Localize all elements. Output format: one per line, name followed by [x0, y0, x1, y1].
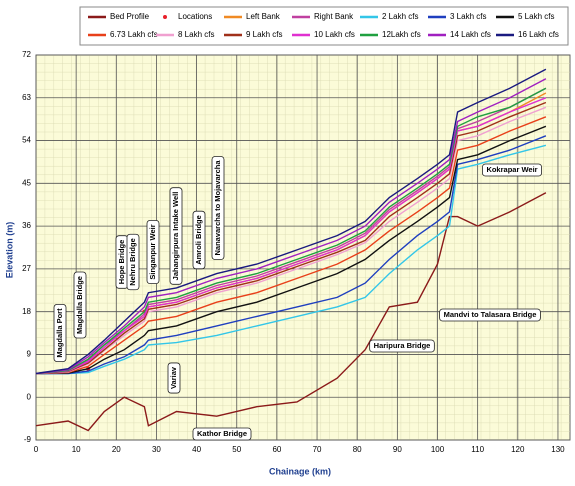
annotation-text: Nehru Bridge	[128, 238, 137, 286]
y-tick-label: -9	[24, 435, 32, 444]
annotation-box	[439, 308, 541, 322]
x-tick-label: 60	[272, 445, 281, 454]
legend-label: 12Lakh cfs	[382, 30, 421, 39]
x-tick-label: 20	[112, 445, 121, 454]
legend-label: 9 Lakh cfs	[246, 30, 282, 39]
annotation-text: Variav	[169, 366, 178, 389]
annotation: Singanpur Weir	[146, 219, 160, 285]
annotation-text: Kathor Bridge	[197, 429, 247, 438]
annotation: Jahangirpura Intake Well	[169, 187, 183, 285]
annotation-box	[192, 210, 206, 270]
annotation-text: Haripura Bridge	[374, 341, 431, 350]
y-tick-label: 0	[27, 392, 32, 401]
annotation-box	[167, 362, 181, 394]
series-line	[35, 87, 547, 375]
legend-label: 5 Lakh cfs	[518, 12, 554, 21]
series-line	[35, 125, 547, 375]
y-axis-label: Elevation (m)	[4, 222, 14, 279]
annotation: Magdalla Bridge	[73, 271, 87, 339]
series-line	[35, 192, 547, 432]
annotation: Kokrapar Weir	[482, 163, 542, 177]
legend-label: 14 Lakh cfs	[450, 30, 491, 39]
annotation-text: Kokrapar Weir	[486, 165, 537, 174]
annotation-box	[73, 271, 87, 339]
series-line	[35, 106, 547, 375]
annotation: Variav	[167, 362, 181, 394]
annotation-text: Nanavarcha to Mojavarcha	[213, 160, 222, 256]
annotation: Nehru Bridge	[126, 233, 140, 291]
y-tick-label: 72	[22, 50, 31, 59]
y-tick-label: 18	[22, 307, 31, 316]
series-line	[36, 144, 547, 375]
annotation: Haripura Bridge	[369, 339, 435, 353]
legend-swatch	[163, 15, 167, 19]
y-tick-label: 54	[22, 136, 31, 145]
x-tick-label: 120	[511, 445, 525, 454]
annotation-text: Mandvi to Talasara Bridge	[444, 310, 537, 319]
annotation-text: Amroli Bridge	[194, 215, 203, 265]
annotation-text: Singanpur Weir	[148, 224, 157, 279]
legend-label: Locations	[178, 12, 212, 21]
annotation: Amroli Bridge	[192, 210, 206, 270]
y-tick-label: 27	[22, 264, 31, 273]
x-tick-label: 40	[192, 445, 201, 454]
annotation-text: Magdalla Bridge	[75, 276, 84, 334]
series-line	[35, 97, 547, 375]
annotation-text: Magdalla Port	[55, 308, 64, 358]
legend-box	[79, 6, 569, 46]
legend-label: 10 Lakh cfs	[314, 30, 355, 39]
legend-label: 8 Lakh cfs	[178, 30, 214, 39]
x-tick-label: 0	[34, 445, 39, 454]
y-tick-label: 63	[22, 93, 31, 102]
annotation: Mandvi to Talasara Bridge	[439, 308, 541, 322]
series-line	[35, 68, 547, 375]
x-tick-label: 100	[431, 445, 445, 454]
y-tick-label: 9	[27, 350, 32, 359]
x-tick-label: 30	[152, 445, 161, 454]
annotation: Kathor Bridge	[192, 427, 252, 441]
x-axis-label: Chainage (km)	[269, 466, 331, 476]
annotation-box	[369, 339, 435, 353]
legend-label: Left Bank	[246, 12, 281, 21]
x-tick-label: 80	[353, 445, 362, 454]
annotation: Nanavarcha to Mojavarcha	[211, 156, 225, 260]
annotation-text: Hope Bridge	[117, 240, 126, 285]
annotation-box	[211, 156, 225, 260]
x-tick-label: 110	[471, 445, 484, 454]
legend-label: 2 Lakh cfs	[382, 12, 418, 21]
series-line	[35, 116, 547, 375]
legend-label: 3 Lakh cfs	[450, 12, 486, 21]
x-tick-label: 10	[72, 445, 81, 454]
annotation-box	[169, 187, 183, 285]
x-tick-label: 130	[551, 445, 565, 454]
y-tick-label: 45	[22, 178, 31, 187]
legend-label: Right Bank	[314, 12, 354, 21]
annotation-box	[126, 233, 140, 291]
legend-label: 6.73 Lakh cfs	[110, 30, 158, 39]
annotation-box	[146, 219, 160, 285]
annotation: Magdalla Port	[53, 304, 67, 362]
x-tick-label: 70	[313, 445, 322, 454]
y-tick-label: 36	[22, 221, 31, 230]
legend-label: 16 Lakh cfs	[518, 30, 559, 39]
series-line	[35, 78, 547, 375]
x-tick-label: 50	[232, 445, 241, 454]
annotation-box	[192, 427, 252, 441]
series-line	[36, 135, 547, 375]
legend-label: Bed Profile	[110, 12, 150, 21]
annotation-box	[53, 304, 67, 362]
annotation: Hope Bridge	[115, 235, 129, 289]
x-tick-label: 90	[393, 445, 402, 454]
annotation-box	[482, 163, 542, 177]
annotation-text: Jahangirpura Intake Well	[171, 192, 180, 281]
series-line	[35, 101, 547, 375]
